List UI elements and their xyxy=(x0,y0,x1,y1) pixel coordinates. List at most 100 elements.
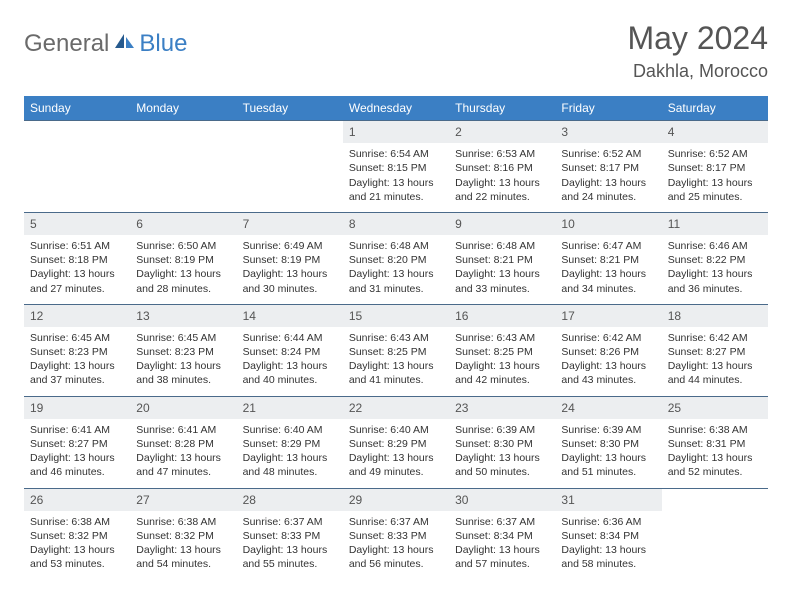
day-details: Sunrise: 6:41 AMSunset: 8:28 PMDaylight:… xyxy=(130,419,236,488)
calendar-day-cell: 4Sunrise: 6:52 AMSunset: 8:17 PMDaylight… xyxy=(662,121,768,213)
day-details: Sunrise: 6:52 AMSunset: 8:17 PMDaylight:… xyxy=(555,143,661,212)
calendar-day-cell: .. xyxy=(24,121,130,213)
day-number: 12 xyxy=(24,305,130,327)
day-number: 3 xyxy=(555,121,661,143)
weekday-header: Tuesday xyxy=(237,96,343,121)
day-number: 29 xyxy=(343,489,449,511)
day-number: 18 xyxy=(662,305,768,327)
day-number: 11 xyxy=(662,213,768,235)
day-number: 10 xyxy=(555,213,661,235)
calendar-week-row: 12Sunrise: 6:45 AMSunset: 8:23 PMDayligh… xyxy=(24,304,768,396)
calendar-day-cell: 10Sunrise: 6:47 AMSunset: 8:21 PMDayligh… xyxy=(555,212,661,304)
calendar-day-cell: 26Sunrise: 6:38 AMSunset: 8:32 PMDayligh… xyxy=(24,488,130,579)
calendar-day-cell: .. xyxy=(237,121,343,213)
day-number: 9 xyxy=(449,213,555,235)
day-number: 19 xyxy=(24,397,130,419)
weekday-header: Wednesday xyxy=(343,96,449,121)
day-details: Sunrise: 6:38 AMSunset: 8:31 PMDaylight:… xyxy=(662,419,768,488)
logo-text-general: General xyxy=(24,30,109,58)
day-details: Sunrise: 6:44 AMSunset: 8:24 PMDaylight:… xyxy=(237,327,343,396)
day-number: 7 xyxy=(237,213,343,235)
day-number: 27 xyxy=(130,489,236,511)
day-number: 31 xyxy=(555,489,661,511)
location: Dakhla, Morocco xyxy=(627,61,768,82)
day-number: 28 xyxy=(237,489,343,511)
day-details: Sunrise: 6:45 AMSunset: 8:23 PMDaylight:… xyxy=(130,327,236,396)
day-details: Sunrise: 6:42 AMSunset: 8:26 PMDaylight:… xyxy=(555,327,661,396)
day-details: Sunrise: 6:42 AMSunset: 8:27 PMDaylight:… xyxy=(662,327,768,396)
calendar-day-cell: 31Sunrise: 6:36 AMSunset: 8:34 PMDayligh… xyxy=(555,488,661,579)
day-number: 1 xyxy=(343,121,449,143)
day-details: Sunrise: 6:49 AMSunset: 8:19 PMDaylight:… xyxy=(237,235,343,304)
calendar-day-cell: 22Sunrise: 6:40 AMSunset: 8:29 PMDayligh… xyxy=(343,396,449,488)
calendar-day-cell: 14Sunrise: 6:44 AMSunset: 8:24 PMDayligh… xyxy=(237,304,343,396)
day-number: 23 xyxy=(449,397,555,419)
calendar-day-cell: 18Sunrise: 6:42 AMSunset: 8:27 PMDayligh… xyxy=(662,304,768,396)
calendar-header-row: SundayMondayTuesdayWednesdayThursdayFrid… xyxy=(24,96,768,121)
weekday-header: Thursday xyxy=(449,96,555,121)
calendar-week-row: 5Sunrise: 6:51 AMSunset: 8:18 PMDaylight… xyxy=(24,212,768,304)
day-number: 26 xyxy=(24,489,130,511)
day-details: Sunrise: 6:38 AMSunset: 8:32 PMDaylight:… xyxy=(130,511,236,580)
day-details: Sunrise: 6:38 AMSunset: 8:32 PMDaylight:… xyxy=(24,511,130,580)
weekday-header: Monday xyxy=(130,96,236,121)
day-number: 15 xyxy=(343,305,449,327)
month-title: May 2024 xyxy=(627,20,768,57)
calendar-day-cell: 15Sunrise: 6:43 AMSunset: 8:25 PMDayligh… xyxy=(343,304,449,396)
day-details: Sunrise: 6:45 AMSunset: 8:23 PMDaylight:… xyxy=(24,327,130,396)
weekday-header: Friday xyxy=(555,96,661,121)
calendar-day-cell: 28Sunrise: 6:37 AMSunset: 8:33 PMDayligh… xyxy=(237,488,343,579)
logo-sail-icon xyxy=(115,34,135,55)
calendar-day-cell: 13Sunrise: 6:45 AMSunset: 8:23 PMDayligh… xyxy=(130,304,236,396)
calendar-day-cell: 12Sunrise: 6:45 AMSunset: 8:23 PMDayligh… xyxy=(24,304,130,396)
calendar-day-cell: 17Sunrise: 6:42 AMSunset: 8:26 PMDayligh… xyxy=(555,304,661,396)
day-details: Sunrise: 6:37 AMSunset: 8:33 PMDaylight:… xyxy=(237,511,343,580)
calendar-day-cell: 1Sunrise: 6:54 AMSunset: 8:15 PMDaylight… xyxy=(343,121,449,213)
calendar-week-row: 19Sunrise: 6:41 AMSunset: 8:27 PMDayligh… xyxy=(24,396,768,488)
weekday-header: Sunday xyxy=(24,96,130,121)
calendar-day-cell: 30Sunrise: 6:37 AMSunset: 8:34 PMDayligh… xyxy=(449,488,555,579)
logo: General Blue xyxy=(24,20,187,58)
calendar-day-cell: 2Sunrise: 6:53 AMSunset: 8:16 PMDaylight… xyxy=(449,121,555,213)
weekday-header: Saturday xyxy=(662,96,768,121)
day-details: Sunrise: 6:43 AMSunset: 8:25 PMDaylight:… xyxy=(343,327,449,396)
day-number: 22 xyxy=(343,397,449,419)
title-block: May 2024 Dakhla, Morocco xyxy=(627,20,768,82)
calendar-day-cell: 27Sunrise: 6:38 AMSunset: 8:32 PMDayligh… xyxy=(130,488,236,579)
day-details: Sunrise: 6:53 AMSunset: 8:16 PMDaylight:… xyxy=(449,143,555,212)
day-number: 8 xyxy=(343,213,449,235)
day-number: 14 xyxy=(237,305,343,327)
day-number: 30 xyxy=(449,489,555,511)
calendar-day-cell: .. xyxy=(662,488,768,579)
calendar-day-cell: 9Sunrise: 6:48 AMSunset: 8:21 PMDaylight… xyxy=(449,212,555,304)
day-details: Sunrise: 6:36 AMSunset: 8:34 PMDaylight:… xyxy=(555,511,661,580)
day-details: Sunrise: 6:48 AMSunset: 8:21 PMDaylight:… xyxy=(449,235,555,304)
calendar-day-cell: 11Sunrise: 6:46 AMSunset: 8:22 PMDayligh… xyxy=(662,212,768,304)
day-number: 20 xyxy=(130,397,236,419)
calendar-table: SundayMondayTuesdayWednesdayThursdayFrid… xyxy=(24,96,768,579)
day-details: Sunrise: 6:39 AMSunset: 8:30 PMDaylight:… xyxy=(555,419,661,488)
day-number: 4 xyxy=(662,121,768,143)
day-details: Sunrise: 6:40 AMSunset: 8:29 PMDaylight:… xyxy=(343,419,449,488)
day-number: 25 xyxy=(662,397,768,419)
calendar-body: ......1Sunrise: 6:54 AMSunset: 8:15 PMDa… xyxy=(24,121,768,580)
day-details: Sunrise: 6:51 AMSunset: 8:18 PMDaylight:… xyxy=(24,235,130,304)
day-details: Sunrise: 6:47 AMSunset: 8:21 PMDaylight:… xyxy=(555,235,661,304)
calendar-day-cell: 19Sunrise: 6:41 AMSunset: 8:27 PMDayligh… xyxy=(24,396,130,488)
calendar-day-cell: 8Sunrise: 6:48 AMSunset: 8:20 PMDaylight… xyxy=(343,212,449,304)
day-details: Sunrise: 6:39 AMSunset: 8:30 PMDaylight:… xyxy=(449,419,555,488)
calendar-day-cell: 3Sunrise: 6:52 AMSunset: 8:17 PMDaylight… xyxy=(555,121,661,213)
calendar-day-cell: 6Sunrise: 6:50 AMSunset: 8:19 PMDaylight… xyxy=(130,212,236,304)
logo-text-blue: Blue xyxy=(139,30,187,58)
calendar-day-cell: 5Sunrise: 6:51 AMSunset: 8:18 PMDaylight… xyxy=(24,212,130,304)
day-details: Sunrise: 6:48 AMSunset: 8:20 PMDaylight:… xyxy=(343,235,449,304)
day-details: Sunrise: 6:50 AMSunset: 8:19 PMDaylight:… xyxy=(130,235,236,304)
day-details: Sunrise: 6:52 AMSunset: 8:17 PMDaylight:… xyxy=(662,143,768,212)
calendar-day-cell: 20Sunrise: 6:41 AMSunset: 8:28 PMDayligh… xyxy=(130,396,236,488)
calendar-week-row: ......1Sunrise: 6:54 AMSunset: 8:15 PMDa… xyxy=(24,121,768,213)
day-number: 6 xyxy=(130,213,236,235)
calendar-day-cell: 21Sunrise: 6:40 AMSunset: 8:29 PMDayligh… xyxy=(237,396,343,488)
calendar-week-row: 26Sunrise: 6:38 AMSunset: 8:32 PMDayligh… xyxy=(24,488,768,579)
day-number: 2 xyxy=(449,121,555,143)
day-number: 21 xyxy=(237,397,343,419)
